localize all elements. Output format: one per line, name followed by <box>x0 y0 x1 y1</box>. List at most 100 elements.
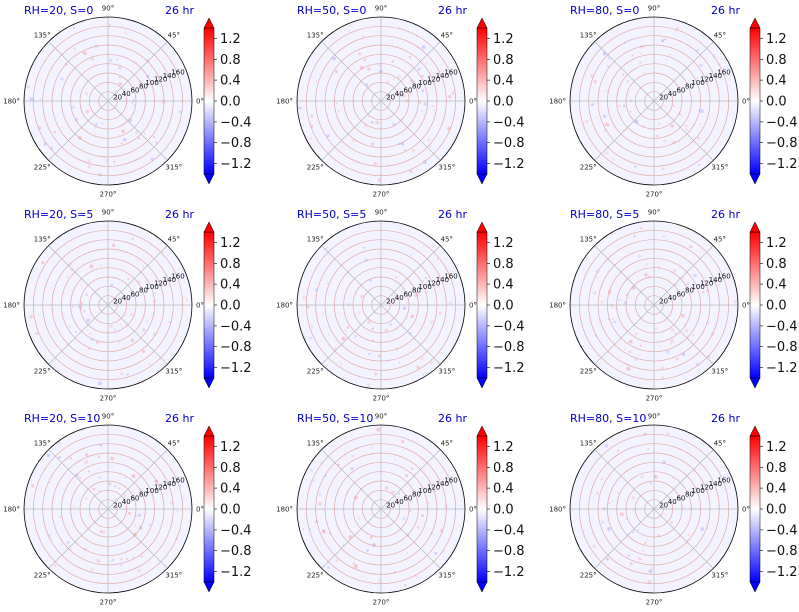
radial-tick-label: 20 <box>386 297 395 305</box>
field-speck <box>593 291 597 295</box>
field-speck <box>109 324 113 328</box>
field-speck <box>350 467 354 471</box>
field-speck <box>109 124 112 126</box>
field-speck <box>92 263 94 265</box>
field-speck <box>106 330 108 332</box>
radial-tick-label: 100 <box>418 487 431 495</box>
colorbar-body <box>203 231 215 379</box>
radial-tick-label: 60 <box>676 290 685 298</box>
field-speck <box>152 135 156 139</box>
field-speck <box>99 468 101 471</box>
field-speck <box>628 339 633 344</box>
field-speck <box>595 116 598 118</box>
field-speck <box>674 44 677 47</box>
colorbar-tick-label: −0.8 <box>493 544 525 559</box>
radial-tick-label: 100 <box>145 283 158 291</box>
field-speck <box>733 300 737 304</box>
field-speck <box>362 246 366 249</box>
field-speck <box>29 314 34 319</box>
colorbar-extend-min <box>749 377 761 389</box>
field-speck <box>302 528 305 530</box>
field-speck <box>391 42 393 45</box>
field-speck <box>91 57 94 61</box>
field-speck <box>673 105 676 107</box>
field-speck <box>140 555 143 558</box>
field-speck <box>682 506 685 508</box>
angular-tick-label: 270° <box>100 191 117 199</box>
field-speck <box>658 344 660 347</box>
radial-tick-label: 100 <box>145 487 158 495</box>
field-speck <box>696 48 699 52</box>
field-speck <box>124 314 127 317</box>
radial-tick-label: 160 <box>717 476 730 484</box>
field-speck <box>94 556 96 558</box>
colorbar-tick-label: 1.2 <box>766 440 787 455</box>
angular-tick-label: 225° <box>307 163 324 171</box>
angular-gridline <box>380 449 441 510</box>
colorbar-tick-label: −0.4 <box>766 115 798 130</box>
field-speck <box>60 543 63 545</box>
field-speck <box>154 82 156 84</box>
field-speck <box>600 478 603 481</box>
angular-tick-label: 180° <box>3 506 20 514</box>
field-speck <box>369 279 373 283</box>
angular-tick-label: 45° <box>441 236 453 244</box>
field-speck <box>339 361 342 364</box>
field-speck <box>92 487 96 491</box>
field-speck <box>314 288 318 292</box>
field-speck <box>70 268 74 272</box>
field-speck <box>367 67 371 71</box>
angular-tick-label: 45° <box>714 236 726 244</box>
angular-tick-label: 90° <box>648 5 660 13</box>
angular-tick-label: 90° <box>375 209 387 217</box>
field-speck <box>99 444 103 447</box>
field-speck <box>161 99 166 104</box>
angular-tick-label: 180° <box>549 98 566 106</box>
angular-tick-label: 270° <box>646 395 663 403</box>
panel-time-label: 26 hr <box>711 4 740 17</box>
field-speck <box>140 527 143 530</box>
colorbar-extend-max <box>749 221 761 233</box>
field-speck <box>595 276 598 279</box>
polar-frame <box>296 424 466 594</box>
field-speck <box>430 69 433 72</box>
angular-tick-label: 225° <box>34 163 51 171</box>
colorbar-body <box>203 27 215 175</box>
field-speck <box>606 90 609 93</box>
field-speck <box>169 501 174 505</box>
field-speck <box>360 294 364 299</box>
field-speck <box>681 116 683 118</box>
colorbar: 1.2 0.8 0.4 0.0 −0.4 −0.8 −1.2 <box>749 221 798 389</box>
colorbar-tick-label: 0.0 <box>220 299 241 314</box>
field-speck <box>409 169 413 173</box>
panel-time-label: 26 hr <box>438 4 467 17</box>
colorbar-tick-label: 1.2 <box>220 32 241 47</box>
field-speck <box>436 258 439 261</box>
field-speck <box>121 54 123 56</box>
field-speck <box>125 557 129 561</box>
field-speck <box>143 132 146 135</box>
field-speck <box>604 510 607 513</box>
angular-gridline <box>594 304 655 365</box>
field-speck <box>117 343 120 345</box>
radial-tick-label: 100 <box>691 283 704 291</box>
field-speck <box>35 331 39 336</box>
field-speck <box>130 458 132 460</box>
field-speck <box>377 354 381 358</box>
field-speck <box>626 80 629 83</box>
angular-tick-label: 0° <box>469 506 477 514</box>
field-speck <box>365 83 368 87</box>
field-speck <box>687 534 690 536</box>
field-speck <box>72 26 76 29</box>
radial-tick-label: 60 <box>403 494 412 502</box>
angular-tick-label: 45° <box>168 236 180 244</box>
colorbar-tick-label: −1.2 <box>220 565 252 580</box>
colorbar-tick-label: 0.4 <box>220 482 241 497</box>
field-speck <box>89 264 94 269</box>
radial-tick-label: 80 <box>139 287 148 295</box>
field-speck <box>346 325 350 329</box>
angular-tick-label: 0° <box>196 506 204 514</box>
field-speck <box>632 531 635 534</box>
field-speck <box>680 313 685 318</box>
angular-tick-label: 225° <box>580 163 597 171</box>
